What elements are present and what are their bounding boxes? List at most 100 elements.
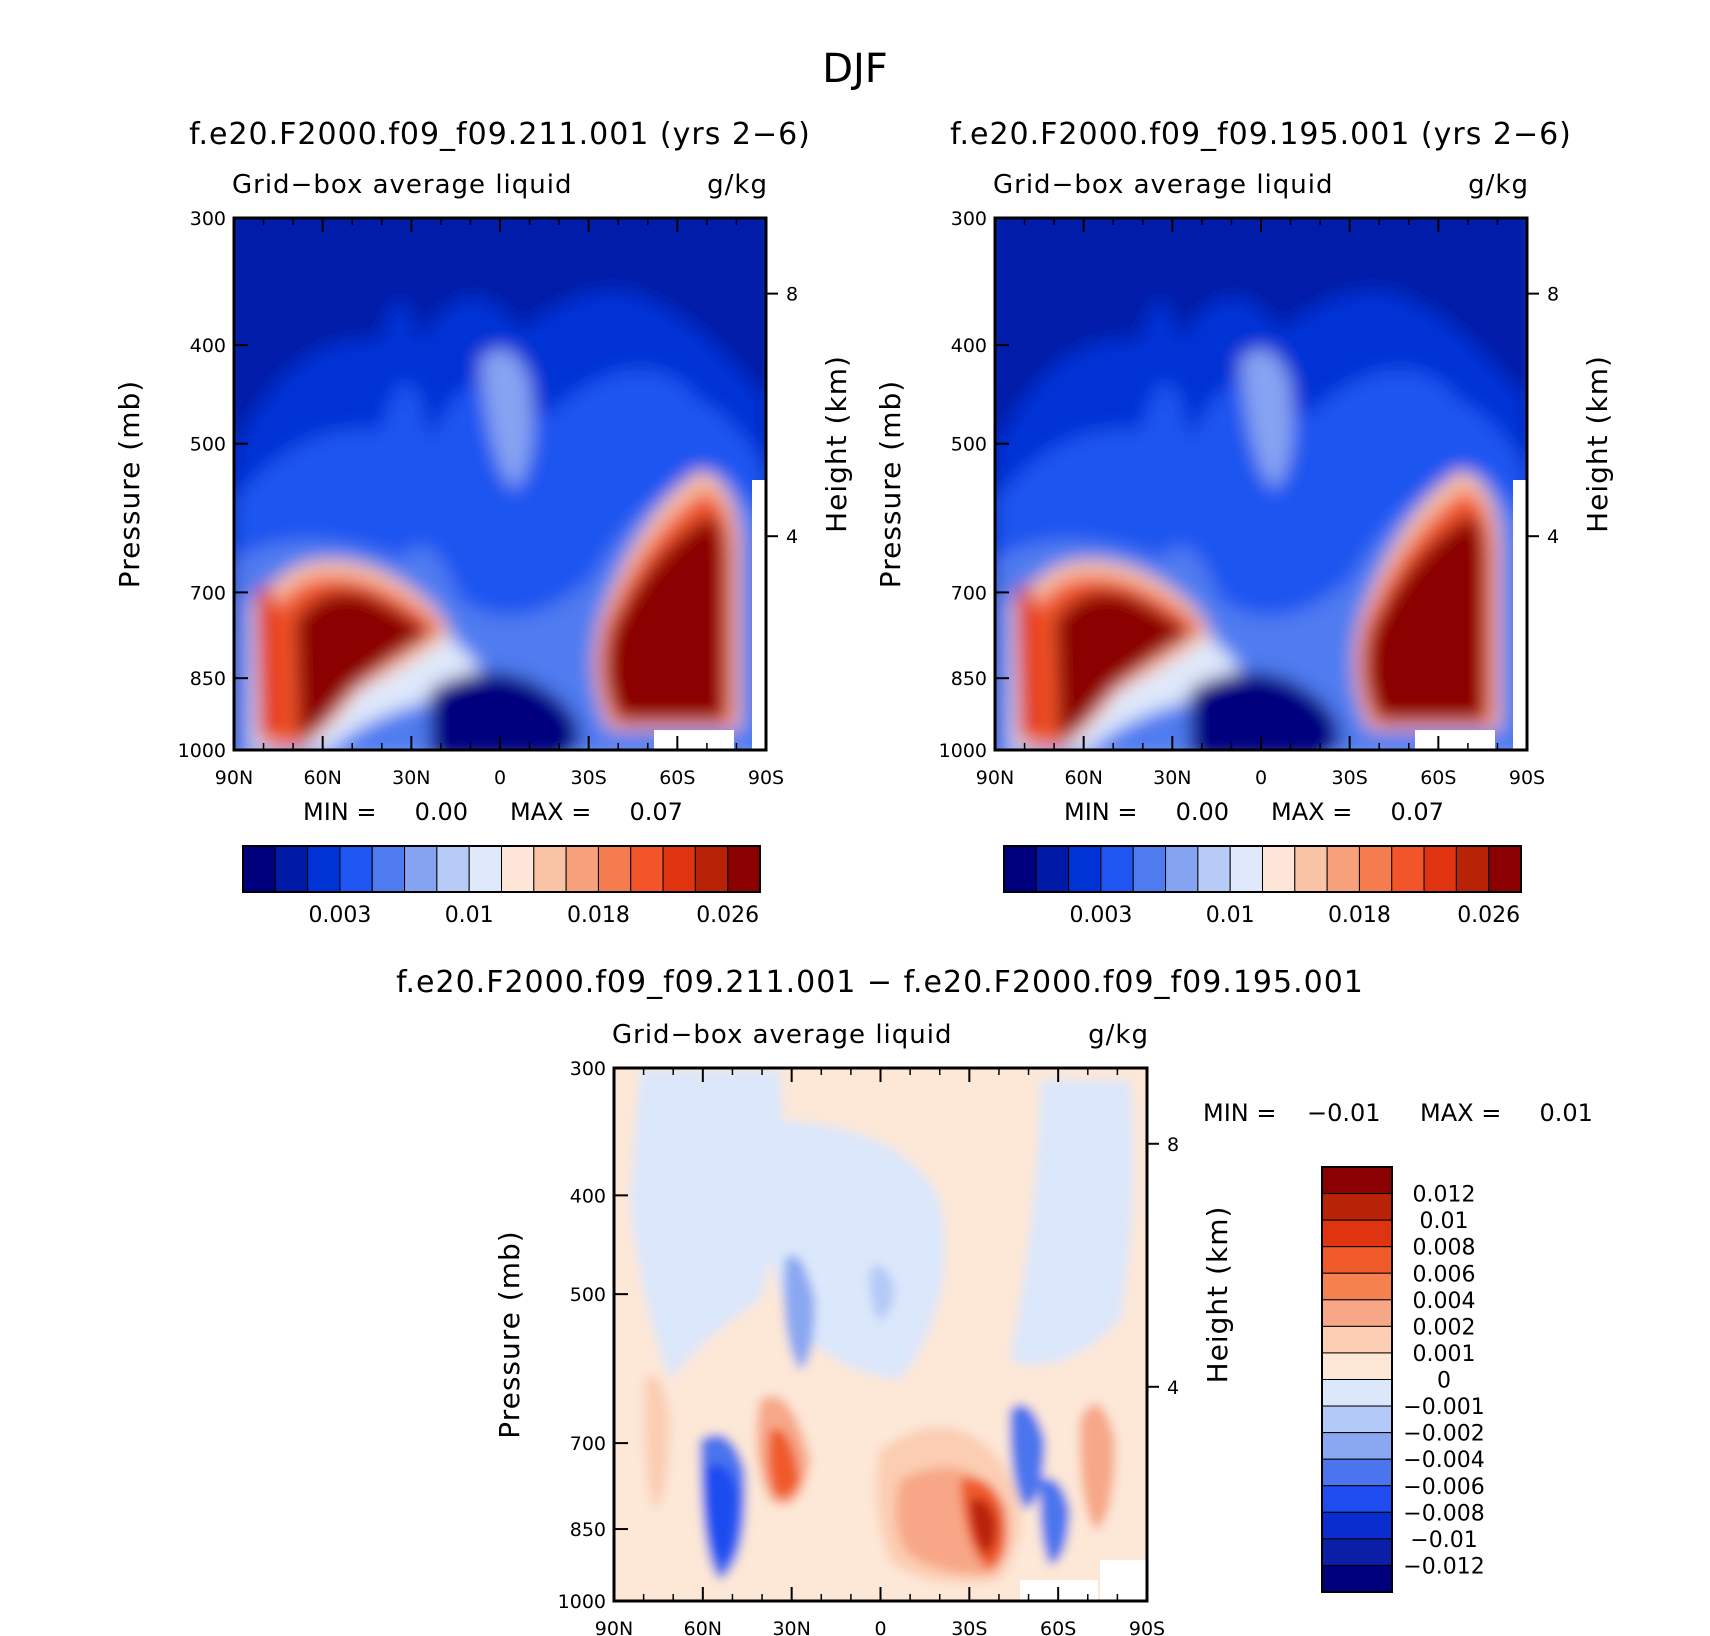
panel-b-xtick-label: 60S [1420, 767, 1456, 789]
panel-b-ytick-label: 500 [951, 434, 987, 456]
panel-c-ylabel: Pressure (mb) [493, 1230, 526, 1438]
panel-a-colorbar-frame [242, 845, 761, 893]
panel-c-colorbar-swatch [1321, 1246, 1393, 1274]
panel-c-colorbar-swatch [1321, 1352, 1393, 1380]
panel-c-colorbar-label: 0.006 [1413, 1262, 1476, 1287]
panel-a-colorbar-swatch [274, 845, 309, 893]
panel-b-xtick-label: 90S [1509, 767, 1545, 789]
panel-a-colorbar-label: 0.026 [696, 903, 759, 928]
panel-b-ytick-label: 300 [951, 208, 987, 230]
panel-b-colorbar-swatch [1068, 845, 1102, 893]
panel-c-colorbar-label: −0.001 [1403, 1395, 1484, 1420]
panel-c-colorbar-swatch [1321, 1432, 1393, 1460]
panel-b-title: f.e20.F2000.f09_f09.195.001 (yrs 2−6) [950, 117, 1572, 152]
panel-a-colorbar-swatch [371, 845, 406, 893]
panel-c-colorbar-swatch [1321, 1379, 1393, 1407]
panel-c-ytick-label: 1000 [558, 1591, 606, 1613]
panel-b-colorbar-swatch [1132, 845, 1167, 893]
panel-a-xtick-label: 90N [215, 767, 253, 789]
panel-c-colorbar-label: −0.006 [1403, 1475, 1484, 1500]
panel-b-colorbar-label: 0.026 [1457, 903, 1520, 928]
panel-c-axes: 300 400 500 700 850 1000 90N 60N 30N 0 30S 60S 90S 8 4… [493, 1058, 1234, 1636]
panel-a-xtick-label: 0 [494, 767, 506, 789]
panel-a-colorbar-swatch [501, 845, 535, 893]
panel-a-axes: 300 400 500 700 850 1000 90N 60N 30N 0 30S 60S 90S 8 4… [113, 208, 853, 789]
panel-a-colorbar-swatch [694, 845, 729, 893]
panel-b-colorbar-swatch [1294, 845, 1328, 893]
panel-c-colorbar-label: 0.008 [1413, 1236, 1476, 1261]
panel-c-colorbar-swatch [1321, 1166, 1393, 1195]
panel-a-htick-label: 4 [786, 526, 798, 548]
panel-c-title: f.e20.F2000.f09_f09.211.001 − f.e20.F200… [396, 965, 1364, 1000]
panel-a-colorbar: 0.003 0.01 0.018 0.026 [242, 845, 761, 928]
panel-c-colorbar-label: −0.002 [1403, 1422, 1484, 1447]
panel-c-ytick-label: 700 [570, 1433, 606, 1455]
panel-a-colorbar-label: 0.018 [567, 903, 630, 928]
panel-b-ylabel-right: Height (km) [1581, 355, 1614, 533]
panel-b-colorbar-swatch [1100, 845, 1134, 893]
panel-a-xtick-label: 30N [392, 767, 430, 789]
panel-a-ylabel-right: Height (km) [820, 355, 853, 533]
panel-a-colorbar-label: 0.01 [445, 903, 494, 928]
panel-b-colorbar-swatch [1229, 845, 1263, 893]
panel-b-colorbar-label: 0.018 [1328, 903, 1391, 928]
panel-a-max: MAX = 0.07 [510, 798, 683, 826]
panel-c-colorbar-frame [1321, 1166, 1393, 1593]
panel-a-plot [234, 218, 766, 750]
panel-b-axes: 300 400 500 700 850 1000 90N 60N 30N 0 30S 60S 90S 8 4… [874, 208, 1614, 789]
panel-b-ytick-label: 1000 [939, 740, 987, 762]
panel-a-ytick-label: 300 [190, 208, 226, 230]
panel-b-htick-label: 8 [1547, 284, 1559, 306]
panel-a-ytick-label: 850 [190, 668, 226, 690]
panel-b-ytick-label: 850 [951, 668, 987, 690]
panel-b-colorbar-label: 0.01 [1206, 903, 1255, 928]
panel-a-colorbar-swatch [468, 845, 502, 893]
panel-a-ytick-label: 1000 [178, 740, 226, 762]
panel-b: f.e20.F2000.f09_f09.195.001 (yrs 2−6) Gr… [874, 117, 1614, 928]
panel-a-ytick-label: 400 [190, 335, 226, 357]
panel-c-ylabel-right: Height (km) [1201, 1206, 1234, 1384]
panel-a-colorbar-swatch [662, 845, 696, 893]
panel-a-ytick-label: 500 [190, 434, 226, 456]
panel-b-colorbar-swatch [1358, 845, 1393, 893]
panel-a-colorbar-swatch [339, 845, 373, 893]
panel-b-xtick-label: 90N [976, 767, 1014, 789]
panel-b-colorbar-swatch [1035, 845, 1070, 893]
panel-c-colorbar-label: −0.012 [1403, 1554, 1484, 1579]
panel-b-ytick-label: 400 [951, 335, 987, 357]
panel-c-colorbar-swatch [1321, 1485, 1393, 1513]
panel-b-colorbar-swatch [1165, 845, 1199, 893]
panel-b-plot [995, 218, 1527, 750]
panel-b-units: g/kg [1468, 170, 1529, 200]
panel-c-colorbar: 0.0120.010.0080.0060.0040.0020.0010−0.00… [1321, 1166, 1485, 1593]
figure-title: DJF [822, 46, 888, 92]
panel-a-field [234, 218, 766, 750]
panel-b-subtitle: Grid−box average liquid [993, 170, 1333, 200]
panel-a-subtitle: Grid−box average liquid [232, 170, 572, 200]
panel-c-colorbar-swatch [1321, 1325, 1393, 1354]
panel-b-xtick-label: 60N [1064, 767, 1102, 789]
panel-c-ytick-label: 300 [570, 1058, 606, 1080]
panel-c-xtick-label: 90S [1129, 1618, 1165, 1636]
panel-b-colorbar-swatch [1423, 845, 1457, 893]
panel-a-ylabel: Pressure (mb) [113, 380, 146, 588]
panel-b-colorbar-swatch [1488, 845, 1522, 893]
panel-c-colorbar-swatch [1321, 1458, 1393, 1487]
panel-a: f.e20.F2000.f09_f09.211.001 (yrs 2−6) Gr… [113, 117, 853, 928]
panel-c-min: MIN = −0.01 [1203, 1099, 1381, 1127]
panel-a-xtick-label: 60N [303, 767, 341, 789]
panel-b-colorbar-swatch [1262, 845, 1296, 893]
panel-a-colorbar-swatch [307, 845, 341, 893]
panel-a-colorbar-swatch [565, 845, 599, 893]
panel-c-htick-label: 8 [1167, 1134, 1179, 1156]
panel-c-colorbar-swatch [1321, 1511, 1393, 1540]
panel-a-xtick-label: 60S [659, 767, 695, 789]
panel-b-ytick-label: 700 [951, 582, 987, 604]
panel-a-title: f.e20.F2000.f09_f09.211.001 (yrs 2−6) [189, 117, 811, 152]
panel-a-colorbar-swatch [436, 845, 470, 893]
panel-c-colorbar-swatch [1321, 1405, 1393, 1434]
panel-c-plot [614, 1068, 1147, 1601]
panel-c-xtick-label: 30N [772, 1618, 810, 1636]
panel-c-colorbar-swatch [1321, 1299, 1393, 1327]
